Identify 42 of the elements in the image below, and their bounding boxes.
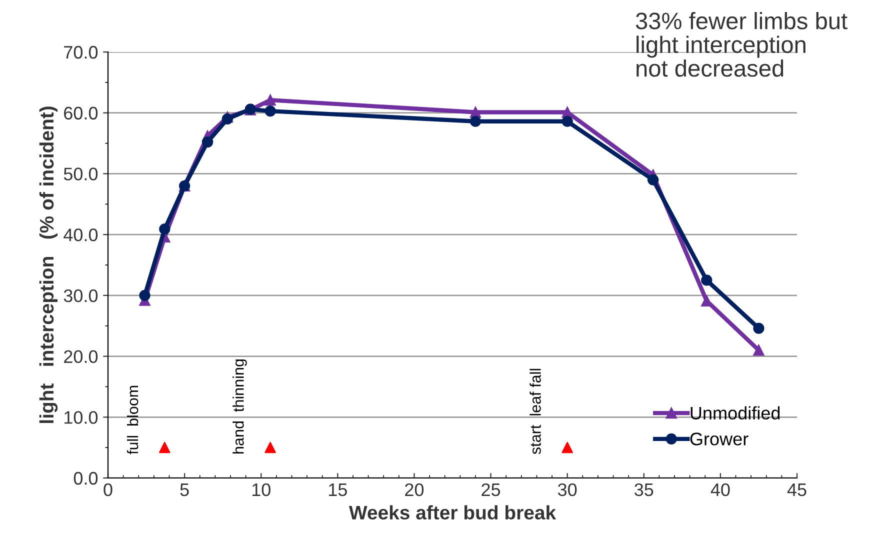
x-tick-label: 25 xyxy=(482,483,500,496)
y-axis-title: light interception (% of incident) xyxy=(39,106,58,423)
y-tick-label: 0.0 xyxy=(74,472,98,485)
point xyxy=(562,116,573,127)
x-tick-label: 30 xyxy=(558,483,577,496)
point xyxy=(753,344,764,356)
point xyxy=(202,136,214,148)
annotation: 33% fewer limbs but light interception not decreased xyxy=(636,12,848,77)
point xyxy=(648,174,659,186)
x-tick-label: 15 xyxy=(329,484,347,496)
y-tick-label: 50.0 xyxy=(64,168,98,180)
x-tick-label: 10 xyxy=(252,483,270,496)
y-tick-label: 10.0 xyxy=(64,411,98,424)
point xyxy=(264,105,276,117)
y-tick-label: 40.0 xyxy=(64,228,98,242)
y-tick-label: 20.0 xyxy=(64,350,98,364)
y-tick-label: 70.0 xyxy=(64,46,98,59)
y-tick-label: 30.0 xyxy=(64,289,98,302)
point xyxy=(139,290,150,301)
point xyxy=(159,442,170,454)
x-tick-label: 5 xyxy=(180,484,189,496)
point xyxy=(753,322,764,334)
annotation: start leaf fall xyxy=(530,368,541,454)
point xyxy=(701,274,712,286)
point xyxy=(470,106,482,118)
point xyxy=(159,224,170,235)
point xyxy=(264,442,276,454)
x-tick-label: 45 xyxy=(787,484,806,496)
x-tick-label: 20 xyxy=(405,483,424,496)
point xyxy=(562,442,573,454)
point xyxy=(264,94,276,106)
point xyxy=(222,113,233,124)
legend-label: Grower xyxy=(690,432,748,446)
annotation: full bloom xyxy=(126,386,138,454)
x-tick-label: 40 xyxy=(710,483,730,496)
point xyxy=(470,116,482,127)
x-tick-label: 35 xyxy=(634,483,654,496)
x-tick-label: 0 xyxy=(104,483,112,496)
x-axis-title: Weeks after bud break xyxy=(348,505,556,520)
legend-label: Unmodified xyxy=(690,406,780,420)
annotation: hand thinning xyxy=(232,360,247,454)
y-tick-label: 60.0 xyxy=(64,106,98,120)
